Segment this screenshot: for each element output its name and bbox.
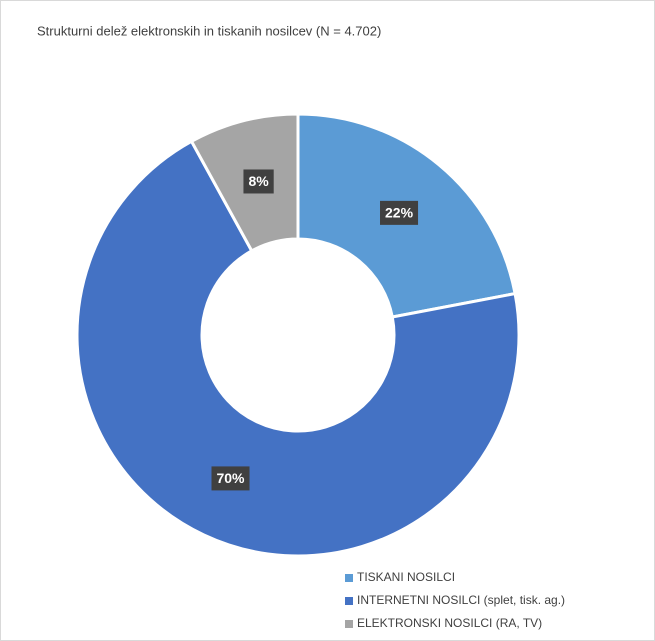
legend-swatch [345,597,353,605]
legend-swatch [345,620,353,628]
data-label-box [243,169,274,194]
legend-label: INTERNETNI NOSILCI (splet, tisk. ag.) [357,593,565,607]
legend-label: ELEKTRONSKI NOSILCI (RA, TV) [357,616,542,630]
data-label: 22% [385,205,414,221]
legend-label: TISKANI NOSILCI [357,570,455,584]
legend-swatch [345,574,353,582]
data-label: 70% [216,470,245,486]
data-label-box [380,200,419,225]
data-label: 8% [248,173,269,189]
chart-title: Strukturni delež elektronskih in tiskani… [37,23,381,38]
donut-segment [75,139,521,558]
data-label-box [211,466,250,491]
